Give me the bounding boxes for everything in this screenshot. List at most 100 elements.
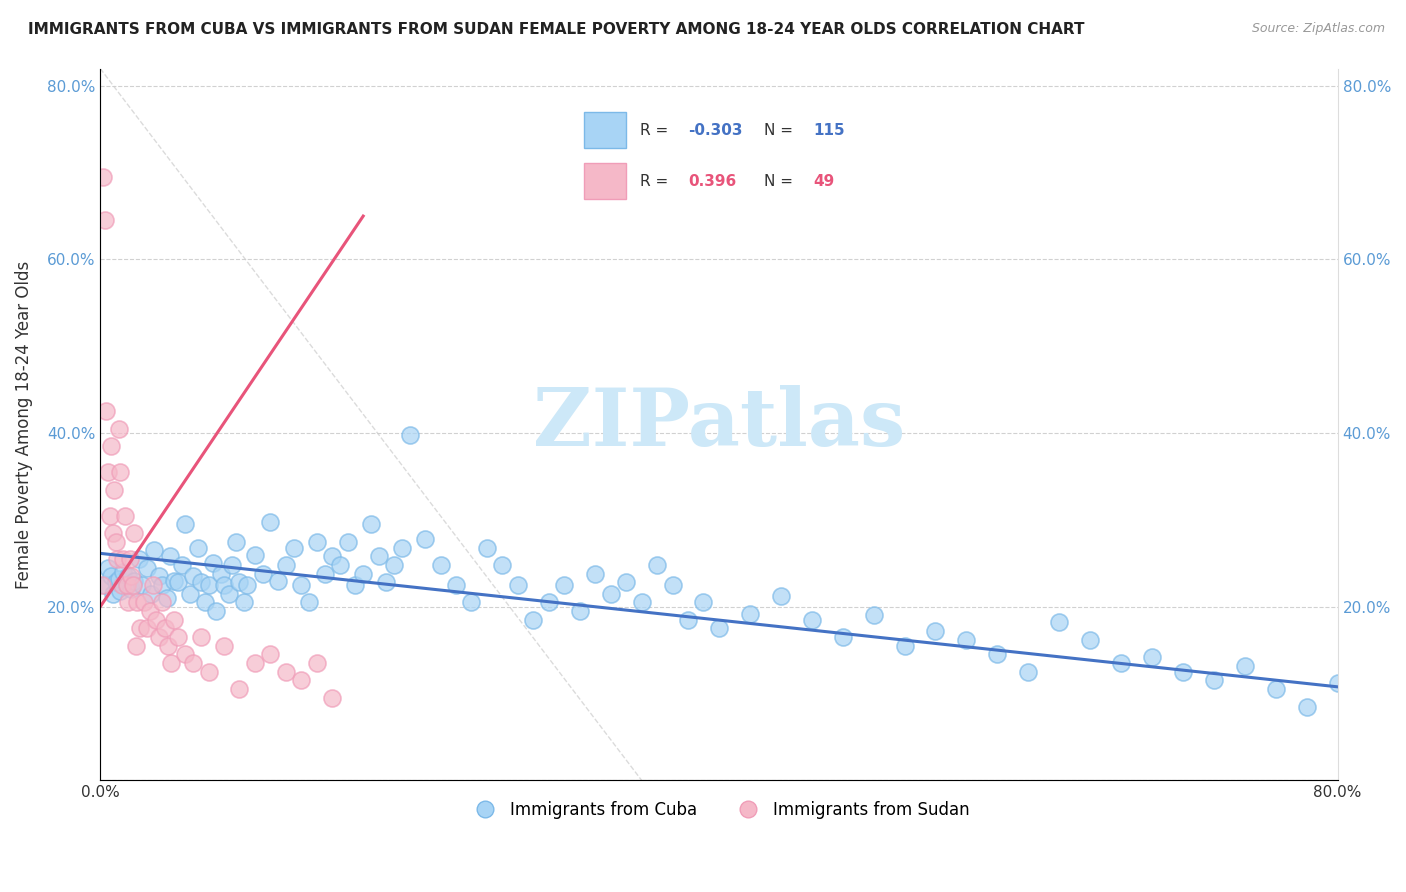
Point (157, 639, 180, 653)
Point (491, 558, 513, 572)
Point (148, 630, 170, 644)
Point (120, 582, 142, 597)
Point (252, 566, 274, 581)
Point (1017, 665, 1039, 679)
Point (145, 613, 167, 627)
Point (314, 566, 336, 581)
Point (150, 595, 173, 609)
Point (131, 578, 153, 592)
Point (135, 560, 157, 574)
Point (243, 548, 266, 562)
Text: ZIPatlas: ZIPatlas (533, 385, 905, 464)
Text: IMMIGRANTS FROM CUBA VS IMMIGRANTS FROM SUDAN FEMALE POVERTY AMONG 18-24 YEAR OL: IMMIGRANTS FROM CUBA VS IMMIGRANTS FROM … (28, 22, 1084, 37)
Point (475, 541, 498, 555)
Point (336, 534, 359, 549)
Point (321, 549, 343, 564)
Point (367, 549, 389, 564)
Point (103, 483, 125, 497)
Point (148, 569, 170, 583)
Point (375, 575, 398, 590)
Point (111, 578, 134, 592)
Point (174, 517, 197, 532)
Point (163, 574, 186, 588)
Point (321, 690, 343, 705)
Point (267, 574, 290, 588)
Point (115, 578, 138, 592)
Point (568, 604, 591, 618)
Point (127, 595, 149, 609)
Point (129, 621, 152, 635)
Legend: Immigrants from Cuba, Immigrants from Sudan: Immigrants from Cuba, Immigrants from Su… (463, 794, 976, 825)
Point (118, 552, 141, 566)
Point (661, 578, 683, 592)
Point (160, 656, 183, 670)
Point (139, 604, 162, 618)
Point (259, 515, 281, 529)
Point (101, 587, 124, 601)
Point (274, 558, 297, 572)
Point (114, 508, 136, 523)
Point (104, 575, 127, 590)
Point (135, 621, 157, 635)
Point (893, 639, 915, 653)
Point (769, 589, 792, 603)
Point (360, 517, 382, 532)
Point (194, 595, 217, 609)
Point (221, 558, 243, 572)
Point (197, 578, 219, 592)
Point (1171, 665, 1194, 679)
Point (94, 578, 117, 592)
Point (143, 543, 166, 558)
Point (125, 639, 148, 653)
Point (599, 587, 621, 601)
Point (197, 665, 219, 679)
Point (506, 578, 529, 592)
Point (398, 427, 420, 442)
Point (93, 169, 115, 184)
Point (212, 578, 235, 592)
Point (132, 595, 155, 609)
Point (344, 578, 367, 592)
Point (1357, 690, 1379, 705)
Point (352, 566, 374, 581)
Point (150, 578, 173, 592)
Point (924, 624, 946, 638)
Point (90, 578, 112, 592)
Point (124, 525, 146, 540)
Point (460, 595, 482, 609)
Point (986, 648, 1008, 662)
Point (128, 552, 150, 566)
Point (202, 556, 225, 570)
Point (305, 656, 328, 670)
Point (955, 632, 977, 647)
Point (305, 534, 328, 549)
Point (738, 607, 761, 621)
Point (537, 595, 560, 609)
Point (141, 587, 163, 601)
Point (1078, 632, 1101, 647)
Point (707, 621, 730, 635)
Point (190, 630, 212, 644)
Point (228, 682, 250, 697)
Point (290, 673, 312, 688)
Point (98, 508, 121, 523)
Point (187, 541, 209, 555)
Point (1326, 676, 1348, 690)
Point (174, 648, 197, 662)
Point (209, 566, 232, 581)
Point (1202, 673, 1225, 688)
Point (110, 584, 132, 599)
Point (108, 422, 131, 436)
Point (96, 404, 118, 418)
Point (97, 465, 120, 479)
Point (1109, 656, 1132, 670)
Point (94, 213, 117, 227)
Point (1140, 650, 1163, 665)
Point (274, 665, 297, 679)
Point (1047, 615, 1070, 630)
Point (692, 595, 714, 609)
Point (117, 595, 139, 609)
Point (382, 558, 405, 572)
Point (163, 613, 186, 627)
Point (218, 587, 240, 601)
